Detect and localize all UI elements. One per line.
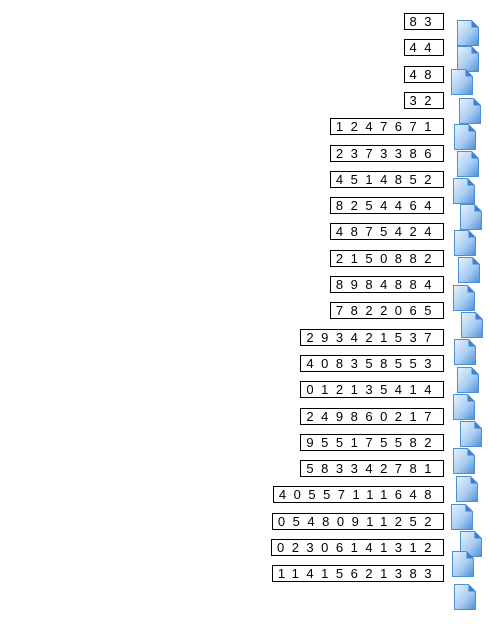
- document-icon[interactable]: [457, 256, 481, 284]
- number-field[interactable]: 48: [403, 65, 444, 83]
- list-item: 05480911252: [0, 512, 489, 538]
- document-icon[interactable]: [452, 447, 476, 475]
- list-item: 11415621383: [0, 564, 489, 590]
- document-icon[interactable]: [460, 311, 484, 339]
- list-item: 83: [0, 12, 489, 38]
- document-icon[interactable]: [451, 550, 475, 578]
- number-field[interactable]: 32: [403, 91, 444, 109]
- number-field[interactable]: 1247671: [329, 118, 444, 136]
- list-item: 32: [0, 91, 489, 117]
- number-field[interactable]: 05480911252: [271, 512, 444, 530]
- document-icon[interactable]: [456, 366, 480, 394]
- document-icon[interactable]: [459, 420, 483, 448]
- number-field[interactable]: 293421537: [300, 328, 444, 346]
- document-icon[interactable]: [453, 338, 477, 366]
- document-icon[interactable]: [456, 150, 480, 178]
- document-icon[interactable]: [452, 284, 476, 312]
- list-item: 2150882: [0, 249, 489, 275]
- document-icon[interactable]: [453, 123, 477, 151]
- list-item: 4514852: [0, 170, 489, 196]
- document-icon[interactable]: [452, 177, 476, 205]
- number-field[interactable]: 4514852: [329, 170, 444, 188]
- list-item: 44: [0, 38, 489, 64]
- document-icon[interactable]: [450, 68, 474, 96]
- document-icon[interactable]: [455, 475, 479, 503]
- list-item: 8984884: [0, 275, 489, 301]
- document-icon[interactable]: [452, 393, 476, 421]
- document-icon[interactable]: [456, 19, 480, 47]
- number-field[interactable]: 408358553: [300, 354, 444, 372]
- list-item: 8254464: [0, 196, 489, 222]
- number-field[interactable]: 955175582: [300, 433, 444, 451]
- list-item: 293421537: [0, 328, 489, 354]
- list-item: 249860217: [0, 407, 489, 433]
- list-item: 7822065: [0, 301, 489, 327]
- list-item: 955175582: [0, 433, 489, 459]
- number-field[interactable]: 249860217: [300, 407, 444, 425]
- list-item: 2373386: [0, 144, 489, 170]
- number-field[interactable]: 2150882: [329, 249, 444, 267]
- number-field[interactable]: 8984884: [329, 276, 444, 293]
- number-field[interactable]: 012135414: [300, 381, 444, 399]
- number-field[interactable]: 4875424: [329, 223, 444, 241]
- document-icon[interactable]: [453, 583, 477, 611]
- number-field[interactable]: 583342781: [300, 460, 444, 478]
- number-field[interactable]: 40557111648: [272, 486, 444, 504]
- list-item: 408358553: [0, 354, 489, 380]
- list-item: 48: [0, 65, 489, 91]
- number-field[interactable]: 11415621383: [271, 565, 444, 583]
- list-item: 012135414: [0, 380, 489, 406]
- list-item: 1247671: [0, 117, 489, 143]
- document-icon[interactable]: [456, 45, 480, 73]
- list-item: 4875424: [0, 222, 489, 248]
- document-icon[interactable]: [453, 229, 477, 257]
- list-item: 40557111648: [0, 485, 489, 511]
- number-field[interactable]: 8254464: [329, 197, 444, 215]
- number-field[interactable]: 2373386: [329, 144, 444, 162]
- document-icon[interactable]: [459, 203, 483, 231]
- document-icon[interactable]: [458, 97, 482, 125]
- document-icon[interactable]: [450, 503, 474, 531]
- number-field[interactable]: 7822065: [329, 302, 444, 320]
- list-item: 583342781: [0, 459, 489, 485]
- list-item: 02306141312: [0, 538, 489, 564]
- number-field[interactable]: 83: [403, 13, 444, 30]
- number-field[interactable]: 02306141312: [270, 539, 444, 556]
- number-field[interactable]: 44: [403, 39, 444, 57]
